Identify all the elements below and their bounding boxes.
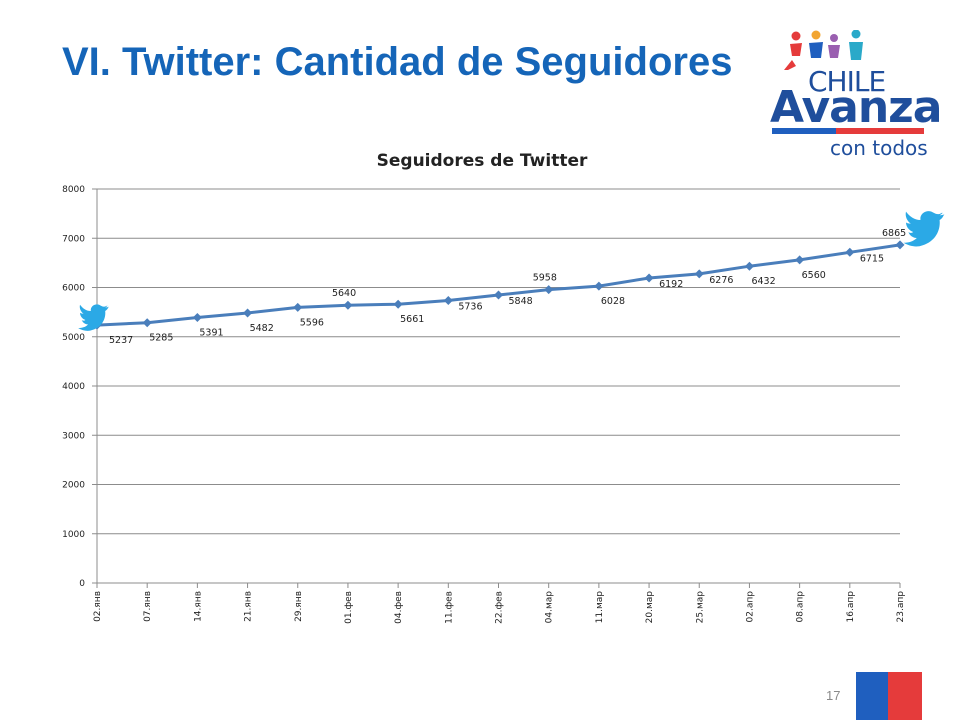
logo-red-bar bbox=[836, 128, 924, 134]
y-tick-label: 6000 bbox=[62, 284, 85, 294]
data-label: 6276 bbox=[709, 275, 733, 286]
x-tick-label: 29.янв bbox=[294, 591, 304, 622]
data-label: 6432 bbox=[751, 276, 775, 287]
data-point bbox=[393, 299, 403, 309]
twitter-bird-icon-right bbox=[903, 211, 945, 247]
data-point bbox=[142, 318, 152, 328]
corner-blue-block bbox=[856, 672, 888, 720]
x-tick-label: 08.апр bbox=[796, 591, 806, 623]
data-label: 5958 bbox=[533, 273, 557, 284]
data-point bbox=[243, 308, 253, 318]
y-tick-label: 3000 bbox=[62, 431, 85, 441]
data-label: 5661 bbox=[400, 314, 424, 325]
logo-contodos-text: con todos bbox=[830, 136, 928, 160]
y-tick-label: 0 bbox=[79, 579, 85, 589]
chart-title: Seguidores de Twitter bbox=[377, 151, 588, 171]
data-label: 6715 bbox=[860, 253, 884, 264]
data-label: 5736 bbox=[458, 302, 482, 313]
data-label: 5640 bbox=[332, 288, 356, 299]
x-tick-label: 14.янв bbox=[193, 591, 203, 622]
x-tick-label: 04.мар bbox=[545, 591, 555, 624]
corner-red-block bbox=[888, 672, 922, 720]
data-label: 6865 bbox=[882, 228, 906, 239]
y-tick-label: 8000 bbox=[62, 185, 85, 195]
x-tick-label: 21.янв bbox=[244, 591, 254, 622]
twitter-bird-icon-left bbox=[78, 304, 109, 331]
data-point bbox=[644, 273, 654, 283]
data-point bbox=[544, 285, 554, 295]
data-point bbox=[795, 255, 805, 265]
x-tick-label: 07.янв bbox=[143, 591, 153, 622]
data-labels: 5237 5285 5391 5482 5596 5640 5661 5736 5848 5958… bbox=[109, 228, 906, 346]
slide-title: VI. Twitter: Cantidad de Seguidores bbox=[62, 40, 733, 84]
data-label: 5285 bbox=[149, 333, 173, 344]
data-label: 5237 bbox=[109, 335, 133, 346]
x-tick-label: 11.мар bbox=[595, 591, 605, 624]
x-tick-label: 16.апр bbox=[846, 591, 856, 623]
data-label: 5848 bbox=[509, 296, 533, 307]
x-tick-label: 02.апр bbox=[745, 591, 755, 623]
y-axis-ticks: 0 1000 2000 3000 4000 5000 6000 7000 8000 bbox=[62, 185, 97, 589]
data-label: 6192 bbox=[659, 279, 683, 290]
children-figures-icon bbox=[784, 30, 863, 70]
x-tick-label: 01.фев bbox=[344, 591, 354, 624]
series-markers bbox=[92, 240, 905, 330]
data-point bbox=[192, 312, 202, 322]
data-point bbox=[293, 302, 303, 312]
data-point bbox=[694, 269, 704, 279]
data-label: 5391 bbox=[199, 327, 223, 338]
x-tick-label: 22.фев bbox=[495, 591, 505, 624]
x-tick-label: 04.фев bbox=[394, 591, 404, 624]
data-point bbox=[343, 300, 353, 310]
logo-chile-text: CHILE bbox=[808, 65, 886, 98]
data-point bbox=[494, 290, 503, 300]
data-point bbox=[845, 247, 855, 257]
chart-gridlines bbox=[97, 188, 900, 535]
x-axis-ticks: 02.янв 07.янв 14.янв 21.янв 29.янв 01.фев 04.ф… bbox=[93, 583, 906, 624]
logo-avanza-text: Avanza bbox=[770, 82, 942, 133]
y-tick-label: 5000 bbox=[62, 333, 85, 343]
y-tick-label: 7000 bbox=[62, 234, 85, 244]
data-label: 6028 bbox=[601, 296, 625, 307]
y-tick-label: 1000 bbox=[62, 530, 85, 540]
x-tick-label: 25.мар bbox=[695, 591, 705, 624]
data-point bbox=[594, 281, 604, 291]
y-tick-label: 4000 bbox=[62, 382, 85, 392]
data-label: 5596 bbox=[300, 317, 324, 328]
data-point bbox=[744, 261, 754, 271]
chile-avanza-logo: CHILE Avanza con todos bbox=[768, 30, 942, 160]
y-tick-label: 2000 bbox=[62, 481, 85, 491]
series-line bbox=[96, 243, 901, 327]
data-label: 5482 bbox=[250, 323, 274, 334]
x-tick-label: 23.апр bbox=[896, 591, 906, 623]
data-point bbox=[895, 240, 905, 250]
x-tick-label: 11.фев bbox=[444, 591, 454, 624]
data-point bbox=[443, 296, 453, 306]
page-number: 17 bbox=[826, 688, 841, 703]
data-label: 6560 bbox=[802, 270, 826, 281]
x-tick-label: 02.янв bbox=[93, 591, 103, 622]
logo-blue-bar bbox=[772, 128, 836, 134]
x-tick-label: 20.мар bbox=[645, 591, 655, 624]
